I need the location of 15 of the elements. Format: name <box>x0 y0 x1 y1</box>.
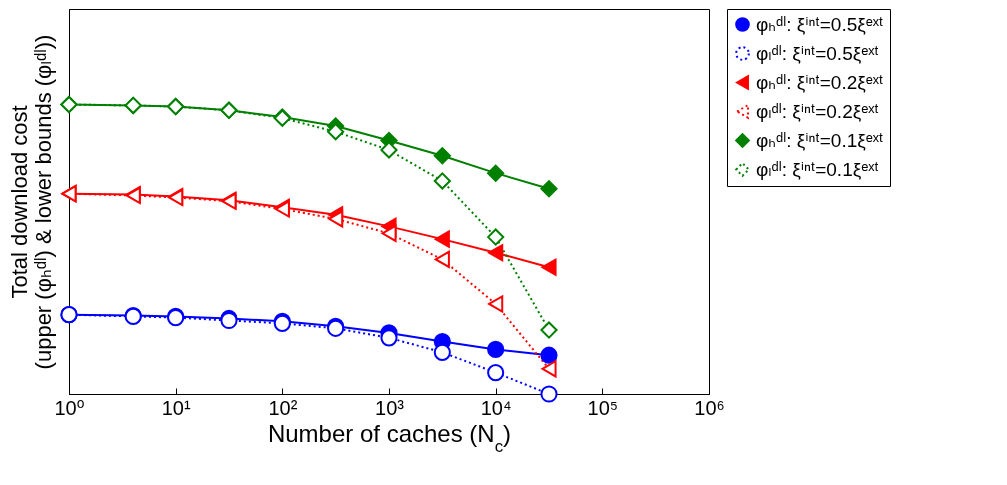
x-tick-label: 10⁴ <box>480 396 512 419</box>
legend-label: φₕᵈˡ: ξⁱⁿᵗ=0.2ξᵉˣᵗ <box>756 71 884 93</box>
legend-label: φₗᵈˡ: ξⁱⁿᵗ=0.5ξᵉˣᵗ <box>756 42 879 64</box>
x-tick-label: 10¹ <box>161 396 191 419</box>
x-tick-label: 10² <box>268 396 298 419</box>
x-tick-label: 10³ <box>375 396 405 419</box>
legend-label: φₗᵈˡ: ξⁱⁿᵗ=0.2ξᵉˣᵗ <box>756 100 879 122</box>
legend-label: φₗᵈˡ: ξⁱⁿᵗ=0.1ξᵉˣᵗ <box>756 158 879 180</box>
legend-label: φₕᵈˡ: ξⁱⁿᵗ=0.5ξᵉˣᵗ <box>756 13 884 35</box>
legend-label: φₕᵈˡ: ξⁱⁿᵗ=0.1ξᵉˣᵗ <box>756 129 884 151</box>
y-axis-title: Total download cost (upper (φₕᵈˡ) & lower bounds (φₗᵈˡ)) <box>6 34 56 370</box>
x-tick-label: 10⁰ <box>54 396 85 419</box>
x-tick-label: 10⁵ <box>587 396 619 419</box>
x-axis-title: Number of caches (N$_{c}$) <box>267 419 512 455</box>
x-tick-label: 10⁶ <box>694 396 725 419</box>
